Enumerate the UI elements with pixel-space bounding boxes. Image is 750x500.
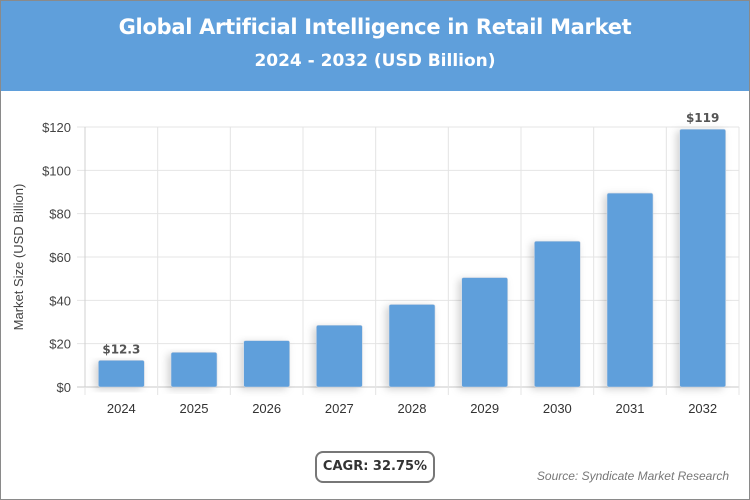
chart-header: Global Artificial Intelligence in Retail… xyxy=(1,1,749,91)
x-tick-label: 2031 xyxy=(616,401,645,416)
chart-title: Global Artificial Intelligence in Retail… xyxy=(118,15,632,39)
y-tick-label: $0 xyxy=(57,380,71,395)
bar-2029 xyxy=(461,277,508,388)
y-tick-label: $100 xyxy=(42,163,71,178)
x-tick-label: 2028 xyxy=(398,401,427,416)
bar-2027 xyxy=(316,324,363,388)
bar-2024 xyxy=(98,360,145,388)
bar-chart: $0 $20 $40 $60 $80 $100 $120 2024 $12.3 2025 2026 2… xyxy=(11,111,740,416)
x-tick-label: 2030 xyxy=(543,401,572,416)
x-tick-label: 2027 xyxy=(325,401,354,416)
chart-subtitle: 2024 - 2032 (USD Billion) xyxy=(254,51,496,71)
bar-2030 xyxy=(534,240,581,388)
x-tick-label: 2026 xyxy=(252,401,281,416)
y-tick-label: $20 xyxy=(49,337,71,352)
y-tick-label: $80 xyxy=(49,207,71,222)
y-tick-label: $40 xyxy=(49,293,71,308)
bar-2026 xyxy=(243,340,290,388)
data-label: $12.3 xyxy=(102,342,140,356)
bar-2031 xyxy=(606,192,654,388)
y-tick-label: $60 xyxy=(49,250,71,265)
x-tick-label: 2029 xyxy=(470,401,499,416)
y-tick-label: $120 xyxy=(42,120,71,135)
bar-2028 xyxy=(388,304,436,388)
bar-2025 xyxy=(170,352,218,388)
source-note: Source: Syndicate Market Research xyxy=(536,469,729,483)
y-axis-label: Market Size (USD Billion) xyxy=(11,184,26,331)
cagr-badge: CAGR: 32.75% xyxy=(315,451,435,483)
x-tick-label: 2025 xyxy=(180,401,209,416)
data-label: $119 xyxy=(686,111,719,125)
x-tick-label: 2032 xyxy=(688,401,717,416)
bar-2032 xyxy=(679,128,726,388)
x-tick-label: 2024 xyxy=(107,401,136,416)
